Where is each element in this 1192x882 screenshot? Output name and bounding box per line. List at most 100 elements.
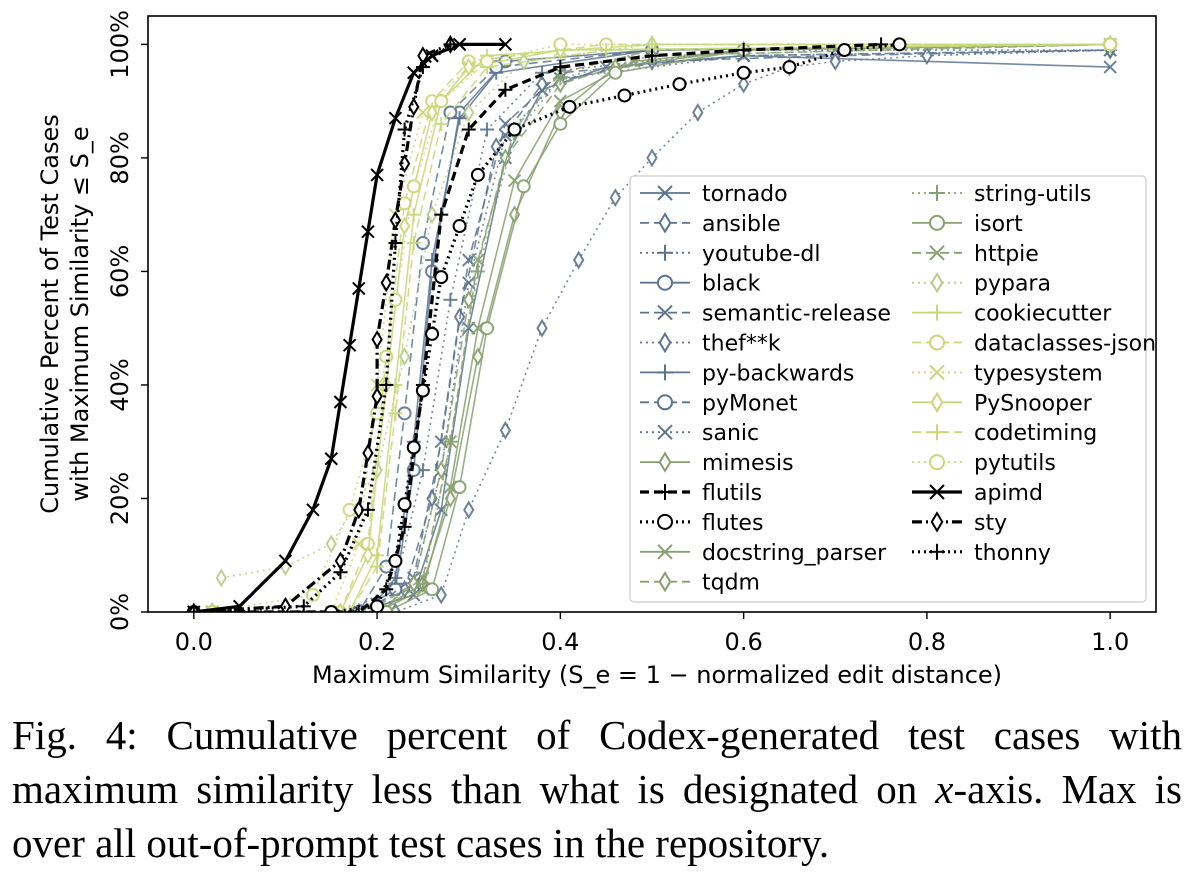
legend-item-isort: isort xyxy=(912,212,1023,237)
series-point-sty xyxy=(371,386,383,406)
series-point-flutils xyxy=(498,82,513,97)
series-point-py-backwards xyxy=(452,111,467,126)
series-point-tornado xyxy=(1103,60,1117,74)
series-pytutils xyxy=(205,37,1118,612)
legend-item-dataclasses-json: dataclasses-json xyxy=(912,332,1156,357)
series-line-sty xyxy=(193,42,452,612)
series-point-codetiming xyxy=(434,116,449,131)
series-point-pypara xyxy=(426,205,438,225)
series-point-pytutils xyxy=(553,37,568,52)
series-point-youtube-dl xyxy=(480,122,495,137)
series-point-thef-k xyxy=(536,318,548,338)
series-point-thonny xyxy=(388,236,403,251)
series-point-ansible xyxy=(490,137,502,156)
series-point-isort xyxy=(516,179,531,194)
legend-marker xyxy=(929,424,945,441)
legend-label: youtube-dl xyxy=(702,242,821,267)
series-point-apimd xyxy=(425,49,439,63)
x-tick-label: 0.2 xyxy=(358,628,396,656)
series-point-apimd xyxy=(452,37,467,52)
series-point-isort xyxy=(480,321,495,336)
series-point-flutils xyxy=(351,605,366,612)
legend-label: sanic xyxy=(702,421,759,446)
series-point-apimd xyxy=(370,168,384,182)
series-thonny xyxy=(186,37,458,612)
series-line-httpie xyxy=(212,43,1111,612)
legend-item-flutes: flutes xyxy=(640,511,763,536)
legend-marker xyxy=(658,571,672,593)
series-point-flutils xyxy=(461,122,476,137)
legend-marker xyxy=(657,185,673,201)
legend-item-httpie: httpie xyxy=(912,242,1039,267)
x-tick-label: 0.6 xyxy=(725,628,763,656)
x-axis-label: Maximum Similarity (S_e = 1 − normalized… xyxy=(312,661,1002,689)
series-point-flutes xyxy=(470,167,485,182)
series-point-apimd xyxy=(352,281,366,296)
legend-label: dataclasses-json xyxy=(974,332,1156,357)
series-point-cookiecutter xyxy=(406,207,421,222)
legend-item-pypara: pypara xyxy=(912,272,1051,297)
y-axis-label-line1: Cumulative Percent of Test Cases xyxy=(36,114,64,513)
legend-item-apimd: apimd xyxy=(912,481,1043,506)
series-line-mimesis xyxy=(212,43,1111,612)
series-point-mimesis xyxy=(472,347,484,367)
legend-marker xyxy=(929,364,945,381)
series-point-pypara xyxy=(325,534,337,554)
x-tick-label: 0.0 xyxy=(175,628,213,656)
legend-label: thonny xyxy=(974,541,1051,566)
legend-item-string-utils: string-utils xyxy=(912,182,1091,207)
legend-marker xyxy=(657,394,673,411)
legend-item-tqdm: tqdm xyxy=(640,571,760,596)
caption-variable: x xyxy=(935,766,954,812)
legend-item-sty: sty xyxy=(912,511,1007,536)
legend-item-pysnooper: PySnooper xyxy=(912,391,1093,416)
series-point-isort xyxy=(608,65,623,80)
series-point-flutils xyxy=(645,48,659,63)
legend-label: semantic-release xyxy=(702,302,891,327)
series-point-typesystem xyxy=(352,537,366,551)
series-point-flutes xyxy=(672,77,687,92)
series-point-flutes xyxy=(434,270,449,285)
series-apimd xyxy=(187,37,513,612)
legend-box xyxy=(629,175,1147,603)
legend-marker xyxy=(658,451,672,473)
series-point-flutils xyxy=(553,60,568,75)
series-point-thef-k xyxy=(609,188,622,208)
legend-marker xyxy=(657,424,673,440)
series-point-thonny xyxy=(379,377,394,392)
series-point-flutes xyxy=(397,497,412,512)
series-point-sty xyxy=(398,154,411,174)
legend: tornado ansible youtube-dl black semantic-re… xyxy=(629,175,1156,603)
series-point-apimd xyxy=(388,111,403,125)
legend-label: flutes xyxy=(702,511,763,536)
legend-item-semantic-release: semantic-release xyxy=(640,302,891,327)
series-point-pysnooper xyxy=(426,103,438,122)
series-line-flutils xyxy=(193,42,882,612)
legend-marker xyxy=(929,334,945,351)
legend-item-codetiming: codetiming xyxy=(912,421,1097,446)
legend-marker xyxy=(658,212,672,234)
series-point-thef-k xyxy=(692,103,704,122)
legend-label: tqdm xyxy=(702,571,760,596)
legend-marker xyxy=(657,304,673,321)
legend-label: PySnooper xyxy=(974,391,1093,416)
legend-marker xyxy=(657,364,673,381)
legend-label: cookiecutter xyxy=(974,302,1112,327)
cdf-chart: 0.0 0.2 0.4 0.6 0.8 1.0 0% 20% 40% 60% 80% 100% Maxi… xyxy=(36,10,1157,689)
series-point-httpie xyxy=(443,435,458,449)
legend-item-thonny: thonny xyxy=(912,541,1051,566)
y-tick-label: 80% xyxy=(106,131,134,184)
legend-label: codetiming xyxy=(974,421,1097,446)
series-point-thonny xyxy=(360,502,375,517)
legend-item-mimesis: mimesis xyxy=(640,451,794,476)
legend-label: apimd xyxy=(974,481,1043,506)
series-point-pypara xyxy=(463,103,475,122)
series-line-tornado xyxy=(212,54,1111,612)
x-tick-label: 1.0 xyxy=(1091,628,1129,656)
series-line-pypara xyxy=(221,43,1111,579)
series-point-httpie xyxy=(416,571,430,585)
series-line-codetiming xyxy=(212,43,1111,612)
legend-marker xyxy=(930,391,944,413)
axes: 0.0 0.2 0.4 0.6 0.8 1.0 0% 20% 40% 60% 80% 100% Maxi… xyxy=(36,10,1157,689)
legend-label: httpie xyxy=(974,242,1039,267)
